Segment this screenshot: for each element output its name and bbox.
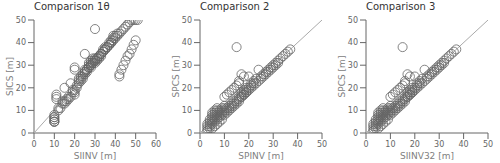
svg-text:30: 30	[268, 140, 278, 149]
svg-text:SIINV [m]: SIINV [m]	[74, 151, 117, 161]
svg-text:40: 40	[293, 140, 303, 149]
svg-text:40: 40	[348, 38, 358, 47]
svg-text:SPINV [m]: SPINV [m]	[238, 151, 283, 161]
svg-text:0: 0	[31, 140, 36, 149]
svg-text:0: 0	[197, 140, 202, 149]
svg-text:20: 20	[244, 140, 254, 149]
svg-text:60: 60	[151, 140, 161, 149]
svg-text:30: 30	[348, 61, 358, 70]
html-text:Comparison 2: Comparison 2	[200, 1, 270, 12]
svg-text:10: 10	[219, 140, 229, 149]
svg-text:0: 0	[363, 140, 368, 149]
svg-text:30: 30	[16, 61, 26, 70]
svg-text:50: 50	[16, 16, 26, 25]
svg-text:20: 20	[410, 140, 420, 149]
svg-text:50: 50	[182, 16, 192, 25]
svg-text:SPCS [m]: SPCS [m]	[171, 56, 181, 98]
svg-text:20: 20	[16, 84, 26, 93]
svg-text:0: 0	[21, 129, 26, 138]
svg-text:50: 50	[317, 140, 327, 149]
svg-text:10: 10	[348, 106, 358, 115]
svg-text:10: 10	[182, 106, 192, 115]
svg-text:20: 20	[348, 84, 358, 93]
svg-text:10: 10	[16, 106, 26, 115]
svg-text:40: 40	[459, 140, 469, 149]
svg-text:40: 40	[110, 140, 120, 149]
svg-text:10: 10	[385, 140, 395, 149]
svg-text:30: 30	[434, 140, 444, 149]
svg-text:50: 50	[483, 140, 492, 149]
svg-text:0: 0	[353, 129, 358, 138]
svg-text:30: 30	[182, 61, 192, 70]
svg-text:40: 40	[16, 38, 26, 47]
svg-text:50: 50	[131, 140, 141, 149]
html-text:Comparison 1θ: Comparison 1θ	[34, 1, 110, 12]
svg-text:SIINV32 [m]: SIINV32 [m]	[400, 151, 454, 161]
svg-text:30: 30	[90, 140, 100, 149]
svg-text:10: 10	[49, 140, 59, 149]
svg-text:40: 40	[182, 38, 192, 47]
svg-text:SICS [m]: SICS [m]	[8, 57, 15, 96]
svg-text:20: 20	[182, 84, 192, 93]
html-text:Comparison 3: Comparison 3	[366, 1, 436, 12]
svg-text:SPCS [m]: SPCS [m]	[337, 56, 347, 98]
svg-text:20: 20	[70, 140, 80, 149]
svg-text:0: 0	[187, 129, 192, 138]
svg-text:50: 50	[348, 16, 358, 25]
